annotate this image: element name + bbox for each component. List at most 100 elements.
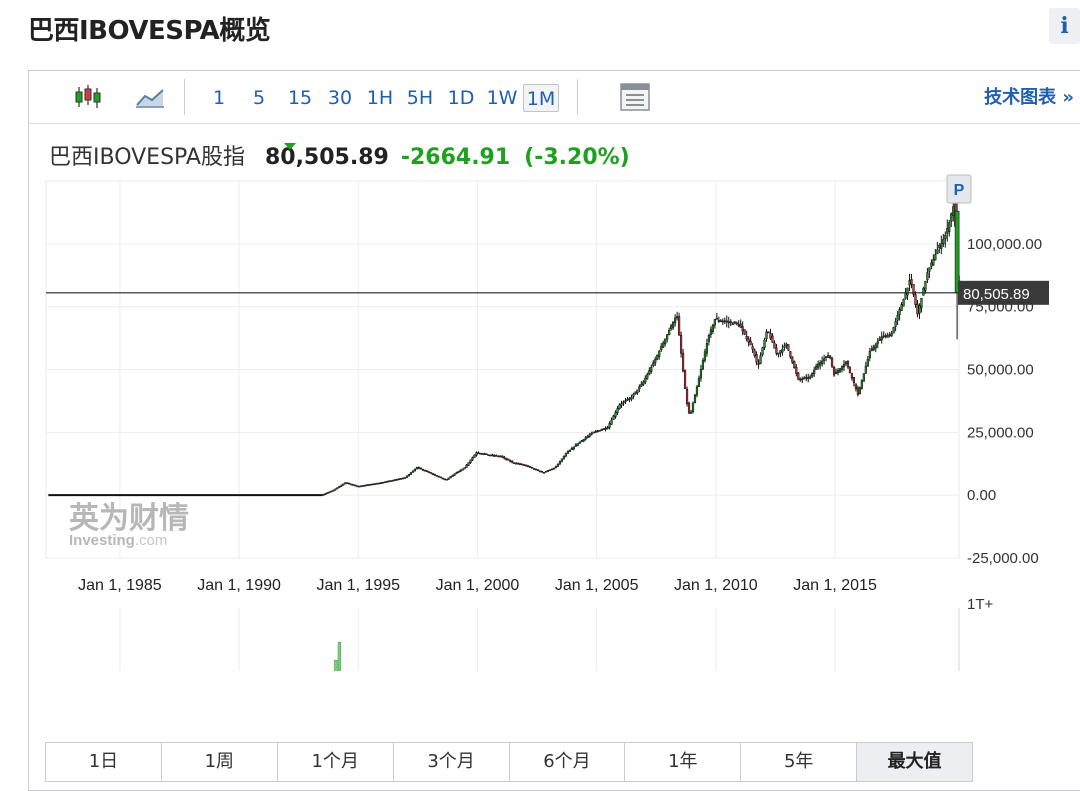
candle-body [757, 363, 760, 365]
candle-body [938, 245, 941, 249]
candle-body [751, 346, 754, 350]
candle-body [350, 483, 353, 486]
x-axis: Jan 1, 1985 Jan 1, 1990 Jan 1, 1995 Jan 1, … [78, 577, 877, 594]
candle-body [598, 430, 601, 432]
candle-body [805, 376, 808, 379]
candle-body [908, 280, 911, 286]
timeframe-3m[interactable]: 3个月 [393, 743, 510, 781]
timeframe-1d[interactable]: 1日 [46, 743, 162, 781]
watermark-en: Investing.com [69, 532, 167, 549]
candle-body [858, 386, 861, 394]
panel-layout-icon[interactable] [618, 81, 652, 113]
volume-pane: 1T+0 [119, 596, 994, 671]
candle-body [493, 455, 496, 457]
candle-body [455, 472, 458, 474]
candle-body [852, 377, 856, 384]
candle-body [674, 317, 677, 324]
candle-body [425, 470, 428, 472]
candle-body [362, 485, 365, 487]
candle-body [846, 361, 850, 368]
candle-body [423, 469, 426, 472]
candle-body [793, 361, 796, 368]
candle-body [729, 321, 732, 323]
candle-body [886, 335, 889, 338]
interval-5h[interactable]: 5H [406, 87, 434, 109]
candle-body [779, 350, 782, 354]
candle-body [334, 488, 337, 491]
current-price-tag-label: 80,505.89 [963, 286, 1030, 303]
interval-5[interactable]: 5 [252, 87, 266, 109]
timeframe-max[interactable]: 最大值 [857, 743, 972, 781]
chart-area[interactable]: 英为财情 Investing.com 80,505.89 100,000.00 7… [29, 71, 1080, 671]
interval-1[interactable]: 1 [212, 87, 226, 109]
candle-body [882, 335, 885, 338]
candle-body [753, 349, 756, 357]
candle-body [457, 470, 460, 473]
p-marker[interactable]: P [946, 174, 972, 204]
interval-15[interactable]: 15 [287, 87, 313, 109]
candle-body [952, 206, 955, 216]
candle-body [610, 419, 613, 425]
candle-body [459, 469, 462, 472]
candle-body [813, 369, 816, 375]
candle-body [491, 454, 494, 457]
technical-chart-link[interactable]: 技术图表 » [984, 87, 1074, 108]
down-triangle-icon [284, 143, 296, 150]
candle-body [501, 455, 504, 458]
timeframe-1w[interactable]: 1周 [161, 743, 278, 781]
candle-body [666, 334, 669, 340]
candle-body [469, 459, 472, 463]
candle-body [471, 457, 474, 461]
candle-body [836, 370, 840, 373]
timeframe-5y[interactable]: 5年 [741, 743, 858, 781]
candle-body [876, 341, 879, 345]
candle-body [811, 372, 814, 377]
price-change-percent: (-3.20%) [524, 145, 630, 170]
interval-1w[interactable]: 1W [486, 87, 518, 109]
candle-body [594, 431, 597, 433]
candle-body [948, 222, 951, 233]
candle-body [797, 372, 800, 380]
candle-body [771, 335, 774, 343]
volume-axis-label: 1T+ [967, 596, 994, 613]
candle-body [578, 441, 581, 444]
candle-body [387, 480, 391, 483]
candle-body [840, 366, 844, 370]
candle-body [511, 460, 514, 463]
timeframe-1m[interactable]: 1个月 [277, 743, 394, 781]
candle-body [624, 400, 627, 402]
candle-body [580, 440, 583, 443]
candle-body [711, 324, 714, 332]
candle-body [441, 477, 444, 480]
timeframe-1y[interactable]: 1年 [625, 743, 742, 781]
info-button[interactable]: i [1049, 8, 1080, 44]
candle-body [592, 431, 595, 434]
candle-body [600, 429, 603, 431]
watermark-en-suffix: .com [135, 532, 168, 549]
candle-body [701, 360, 705, 370]
candle-body [799, 378, 802, 381]
candle-body [449, 476, 452, 479]
candle-body [636, 389, 639, 394]
candle-body [904, 292, 907, 299]
candle-body [356, 485, 359, 488]
timeframe-selector: 1日 1周 1个月 3个月 6个月 1年 5年 最大值 [45, 742, 973, 782]
timeframe-6m[interactable]: 6个月 [509, 743, 626, 781]
interval-1d[interactable]: 1D [447, 87, 475, 109]
candle-body [517, 462, 520, 465]
candle-body [604, 427, 607, 430]
interval-1h[interactable]: 1H [366, 87, 394, 109]
candle-body [719, 320, 722, 323]
candlestick-icon[interactable] [71, 81, 105, 113]
candle-body [819, 362, 822, 366]
interval-1m[interactable]: 1M [523, 84, 559, 112]
candle-body [894, 320, 897, 327]
candle-body [477, 452, 480, 455]
area-chart-icon[interactable] [133, 81, 167, 113]
interval-30[interactable]: 30 [327, 87, 353, 109]
candle-body [544, 470, 548, 473]
candle-body [821, 360, 824, 364]
candle-body [910, 279, 913, 285]
candle-body [429, 472, 432, 474]
candle-body [509, 460, 512, 462]
